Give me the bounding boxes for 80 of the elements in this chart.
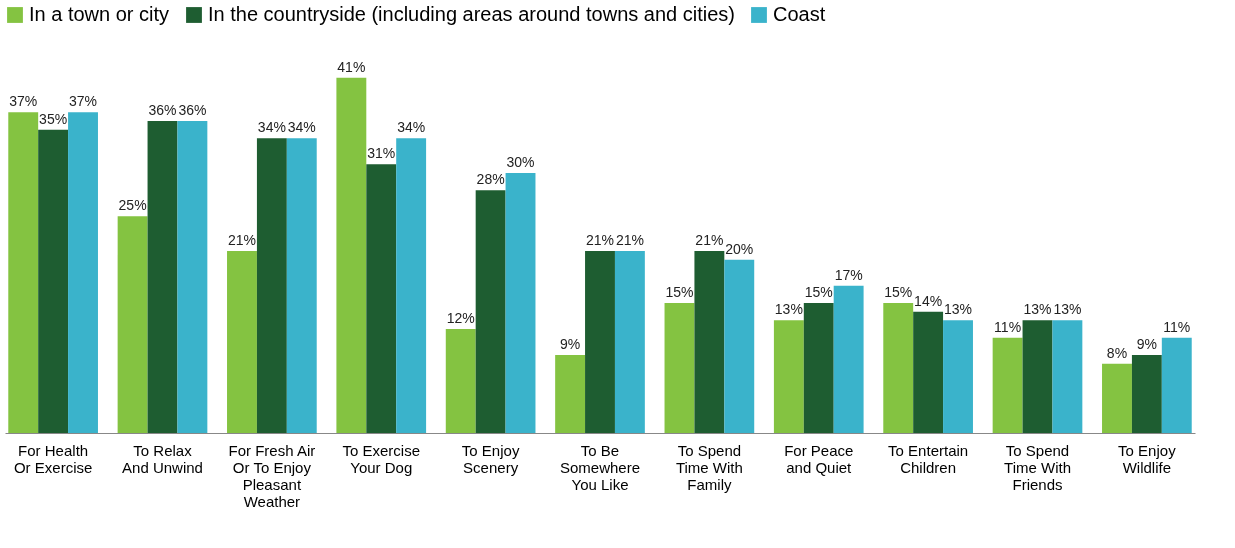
- bar: [177, 121, 208, 433]
- data-label: 21%: [615, 232, 644, 248]
- data-label: 13%: [774, 301, 803, 318]
- data-label: 13%: [1053, 301, 1082, 318]
- data-label: 15%: [804, 284, 833, 300]
- x-tick-label: To Relax And Unwind: [122, 441, 203, 476]
- bar: [147, 121, 178, 433]
- x-tick-label: To Exercise Your Dog: [342, 441, 421, 476]
- data-label: 12%: [446, 310, 475, 326]
- data-label: 9%: [1136, 336, 1157, 352]
- data-label: 34%: [287, 119, 316, 136]
- data-label: 41%: [337, 58, 366, 75]
- data-label: 9%: [559, 336, 581, 352]
- data-label: 28%: [476, 171, 505, 188]
- data-label: 35%: [39, 110, 68, 127]
- bar: [614, 251, 645, 433]
- bar: [256, 138, 287, 433]
- data-label: 11%: [994, 318, 1022, 335]
- bar: [585, 251, 615, 433]
- data-label: 15%: [884, 284, 913, 300]
- data-label: 14%: [914, 292, 943, 309]
- bar: [724, 259, 755, 433]
- bar: [227, 251, 257, 433]
- bar: [38, 129, 69, 433]
- data-label: 13%: [944, 301, 973, 318]
- bar: [396, 138, 427, 433]
- bar: [1102, 363, 1132, 433]
- bar: [286, 138, 317, 433]
- x-tick-label: For Health Or Exercise: [13, 441, 93, 476]
- legend-label: Coast: [773, 3, 826, 25]
- bar: [913, 311, 944, 433]
- bar: [883, 303, 914, 433]
- bar: [68, 112, 98, 433]
- data-label: 8%: [1106, 344, 1128, 361]
- bar: [1131, 355, 1162, 433]
- data-label: 36%: [148, 102, 177, 118]
- data-label: 15%: [665, 284, 694, 300]
- bar: [445, 329, 476, 433]
- x-tick-label: For Peace and Quiet: [784, 441, 854, 476]
- bar: [8, 112, 39, 433]
- bar: [694, 251, 725, 433]
- data-label: 20%: [725, 240, 754, 257]
- bar: [555, 355, 586, 433]
- data-label: 21%: [695, 232, 724, 248]
- bar: [366, 164, 397, 433]
- data-label: 21%: [227, 232, 256, 248]
- data-label: 37%: [69, 93, 98, 110]
- x-tick-label: To Spend Time With Friends: [1004, 441, 1071, 493]
- bar: [336, 77, 367, 433]
- data-label: 37%: [9, 93, 38, 110]
- bar: [1161, 337, 1192, 433]
- x-tick-label: To Spend Time With Family: [675, 441, 743, 493]
- bar: [664, 303, 695, 433]
- x-tick-label: To Enjoy Scenery: [461, 441, 520, 476]
- bar: [1022, 320, 1053, 433]
- data-label: 17%: [834, 266, 863, 283]
- data-label: 34%: [397, 119, 426, 136]
- data-label: 31%: [367, 145, 396, 162]
- bar: [773, 320, 804, 433]
- data-label: 11%: [1163, 318, 1191, 335]
- data-label: 25%: [118, 197, 147, 214]
- data-label: 36%: [178, 102, 207, 118]
- data-label: 34%: [257, 119, 286, 136]
- bar: [475, 190, 506, 433]
- x-tick-label: For Fresh Air Or To Enjoy Pleasant Weather: [228, 441, 316, 510]
- bar: [833, 285, 864, 433]
- x-tick-label: To Be Somewhere You Like: [559, 441, 641, 493]
- bar: [505, 173, 536, 433]
- bar: [992, 337, 1023, 433]
- legend-label: In a town or city: [29, 3, 170, 25]
- bar: [1052, 320, 1083, 433]
- bar: [943, 320, 973, 433]
- legend-label: In the countryside (including areas around towns and cities): [208, 3, 735, 25]
- data-label: 21%: [585, 232, 615, 248]
- x-tick-label: To Entertain Children: [888, 441, 969, 476]
- bar: [117, 216, 148, 433]
- x-tick-label: To Enjoy Wildlife: [1118, 441, 1177, 476]
- data-label: 13%: [1023, 301, 1052, 318]
- bar: [803, 303, 834, 433]
- data-label: 30%: [506, 154, 535, 170]
